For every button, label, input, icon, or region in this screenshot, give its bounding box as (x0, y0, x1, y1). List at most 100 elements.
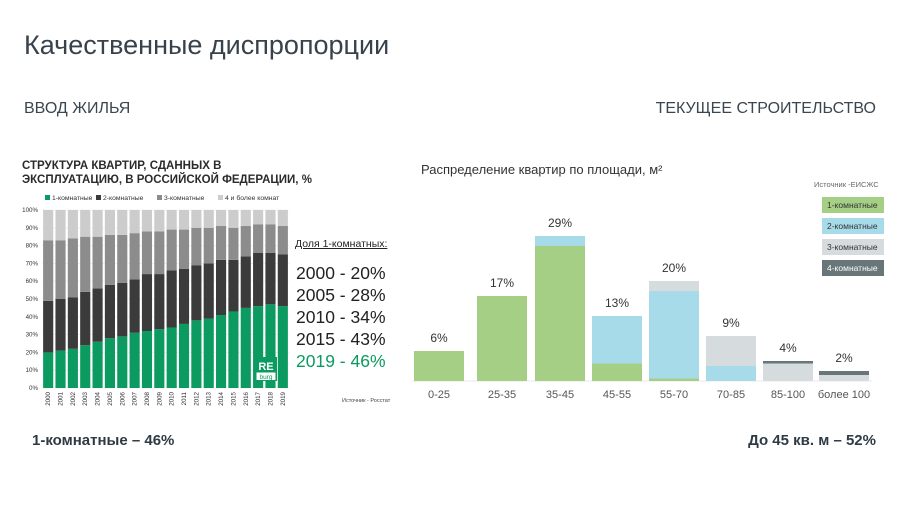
bar-segment (203, 210, 214, 228)
total-label: 13% (605, 296, 629, 310)
total-label: 2% (835, 351, 853, 365)
bar-segment (141, 274, 153, 332)
bar-segment (92, 210, 103, 237)
bar-segment (240, 307, 251, 388)
bar-segment (535, 236, 585, 246)
bar-segment (763, 363, 813, 381)
share-row: 2015 - 43% (296, 329, 386, 349)
bar-segment (154, 210, 165, 232)
bar-segment (191, 320, 202, 388)
bar-segment (154, 329, 165, 388)
x-tick-label: 2002 (70, 391, 77, 405)
bar-segment (55, 210, 66, 241)
y-tick-label: 100% (22, 207, 38, 214)
bar-segment (203, 227, 214, 264)
bar-segment (277, 306, 288, 388)
x-tick-label: 2010 (169, 391, 176, 405)
bar-segment (178, 210, 190, 230)
bar-segment (649, 378, 699, 381)
bar-segment (277, 210, 288, 227)
bar-segment (592, 363, 642, 381)
bar-segment (104, 338, 115, 388)
bar-segment (216, 315, 227, 388)
logo-text: burg (259, 374, 272, 381)
bar-segment (178, 268, 190, 324)
bar-segment (55, 240, 66, 299)
bar-segment (228, 259, 239, 312)
bar-segment (166, 270, 177, 328)
legend-label: 3-комнатные (164, 195, 205, 202)
bar-segment (80, 291, 91, 346)
bar-segment (216, 226, 227, 260)
legend-swatch (218, 195, 223, 200)
legend-1-room: 1-комнатные (822, 197, 884, 213)
bar-segment (414, 351, 464, 381)
legend-label: 4 и более комнат (225, 194, 279, 202)
bar-segment (104, 284, 115, 339)
x-tick-label: 2015 (230, 391, 237, 405)
total-label: 29% (548, 216, 572, 230)
x-tick-label: 0-25 (428, 389, 450, 401)
bar-segment (649, 291, 699, 379)
bar-segment (706, 336, 756, 366)
bar-segment (154, 231, 165, 275)
y-tick-label: 70% (26, 260, 39, 267)
bar-segment (43, 240, 54, 301)
left-chart-title: СТРУКТУРА КВАРТИР, СДАННЫХ В ЭКСПЛУАТАЦИ… (22, 160, 312, 186)
total-label: 4% (779, 341, 797, 355)
page-title: Качественные диспропорции (24, 30, 390, 60)
share-row: 2000 - 20% (296, 263, 386, 283)
bar-segment (117, 234, 128, 283)
bar-segment (92, 288, 103, 342)
bar-segment (228, 311, 239, 388)
bar-segment (216, 259, 227, 316)
left-summary: 1-комнатные – 46% (32, 432, 175, 449)
legend-3-room: 3-комнатные (822, 239, 884, 255)
bar-segment (203, 263, 214, 319)
bar-segment (104, 210, 115, 235)
logo-inner-box (256, 372, 276, 380)
y-tick-label: 10% (26, 367, 39, 374)
x-tick-label: 35-45 (546, 389, 574, 401)
bar-segment (117, 210, 128, 235)
x-tick-label: 2006 (119, 391, 126, 405)
bar-segment (141, 331, 153, 388)
x-tick-label: 55-70 (660, 389, 688, 401)
legend-swatch (45, 195, 50, 200)
x-tick-label: 2019 (280, 391, 287, 405)
logo-text: RE (258, 361, 273, 373)
left-chart-source: Источник - Росстат (342, 398, 391, 404)
bar-segment (191, 227, 202, 266)
x-tick-label: 2011 (181, 391, 188, 405)
y-tick-label: 60% (26, 278, 39, 285)
legend-label: 2-комнатные (103, 195, 144, 202)
bar-segment (253, 224, 264, 253)
bar-segment (477, 296, 527, 381)
bar-segment (265, 252, 276, 305)
total-label: 20% (662, 261, 686, 275)
bar-segment (55, 350, 66, 388)
legend-swatch (96, 195, 101, 200)
bar-segment (80, 210, 91, 237)
total-label: 6% (430, 331, 448, 345)
right-chart-title: Распределение квартир по площади, м² (421, 162, 663, 177)
bar-segment (277, 226, 288, 255)
bar-segment (67, 348, 78, 388)
x-tick-label: 2016 (243, 391, 250, 405)
bar-segment (178, 229, 190, 269)
right-chart-source: Источник -ЕИСЖС (814, 180, 879, 189)
bar-segment (67, 297, 78, 349)
bar-segment (706, 366, 756, 381)
bar-segment (129, 332, 140, 388)
bar-segment (117, 336, 128, 388)
legend-2-room: 2-комнатные (822, 218, 884, 234)
bar-segment (43, 352, 54, 388)
bar-segment (154, 274, 165, 330)
bar-segment (819, 375, 869, 381)
bar-segment (104, 234, 115, 285)
total-label: 17% (490, 276, 514, 290)
share-row: 2005 - 28% (296, 285, 386, 305)
bar-segment (265, 304, 276, 388)
x-tick-label: 2008 (144, 391, 151, 405)
